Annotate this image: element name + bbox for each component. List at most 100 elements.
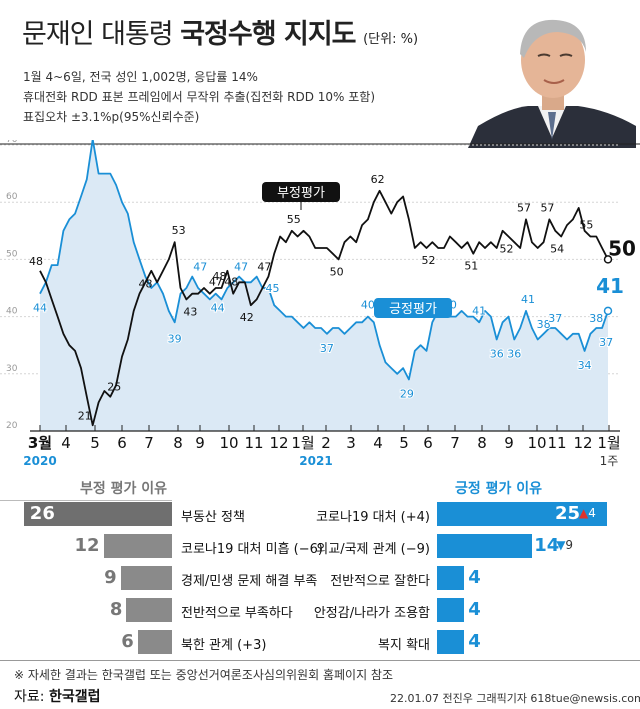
negative-bar-label: 부동산 정책 [181, 510, 245, 525]
unit-label: (단위: %) [363, 32, 419, 47]
positive-value-label: 36 [490, 347, 504, 360]
source-name: 한국갤럽 [48, 689, 101, 705]
change-down-indicator: ▼9 [556, 538, 573, 552]
arrow-up-icon: ▲ [579, 506, 589, 520]
x-tick-label: 10 [527, 434, 546, 452]
positive-bar-value: 25 [555, 503, 581, 524]
negative-value-label: 48 [139, 278, 153, 291]
positive-value-label: 44 [211, 302, 225, 315]
negative-value-label: 55 [287, 213, 301, 226]
x-tick-label: 9 [504, 434, 514, 452]
x-tick-label: 8 [173, 434, 183, 452]
president-portrait [468, 19, 636, 148]
positive-value-label: 47 [193, 261, 207, 274]
negative-line [39, 189, 609, 427]
negative-value-label: 52 [421, 254, 435, 267]
negative-value-label: 47 [209, 276, 223, 289]
negative-value-label: 52 [499, 243, 513, 256]
negative-bar-value: 8 [109, 599, 123, 620]
negative-value-label: 54 [550, 243, 564, 256]
y-tick-label: 70 [6, 140, 18, 145]
positive-value-label: 45 [266, 282, 280, 295]
negative-value-label: 53 [172, 224, 186, 237]
x-tick-label: 6 [423, 434, 433, 452]
negative-value-label: 48 [213, 270, 227, 283]
positive-line [39, 140, 609, 381]
negative-series-name: 부정평가 [277, 186, 325, 201]
negative-value-label: 48 [29, 255, 43, 268]
x-tick-label: 5 [399, 434, 409, 452]
y-tick-label: 30 [6, 364, 18, 374]
negative-value-label: 42 [240, 311, 254, 324]
negative-bar-baseline [0, 500, 172, 501]
x-tick-label: 5 [90, 434, 100, 452]
positive-area [40, 140, 608, 431]
y-tick-label: 50 [6, 249, 18, 259]
positive-bar-label: 전반적으로 잘한다 [330, 574, 430, 589]
negative-value-label: 55 [579, 219, 593, 232]
x-tick-label: 4 [61, 434, 71, 452]
negative-bar [103, 534, 172, 558]
x-tick-label: 1월 [597, 434, 620, 452]
positive-bar-value: 14 [534, 535, 560, 556]
change-up-indicator: ▲4 [579, 506, 596, 520]
negative-value-label: 51 [464, 260, 478, 273]
x-tick-label: 3 [346, 434, 356, 452]
survey-info-1: 1월 4~6일, 전국 성인 1,002명, 응답률 14% [23, 70, 258, 84]
positive-series-badge [374, 298, 452, 318]
positive-value-label: 38 [589, 312, 603, 325]
positive-bar [437, 502, 607, 526]
negative-bar-value: 12 [74, 535, 100, 556]
positive-value-label: 38 [537, 318, 551, 331]
survey-info-2: 휴대전화 RDD 표본 프레임에서 무작위 추출(집전화 RDD 10% 포함) [23, 90, 376, 104]
negative-value-label: 62 [371, 173, 385, 186]
positive-value-label: 34 [578, 359, 592, 372]
positive-value-label: 29 [400, 388, 414, 401]
survey-info-3: 표집오차 ±3.1%p(95%신뢰수준) [23, 110, 200, 124]
negative-series-badge [262, 182, 340, 202]
negative-value-label: 47 [257, 261, 271, 274]
x-tick-label: 1월 [291, 434, 314, 452]
x-tick-label: 2 [321, 434, 331, 452]
negative-bar-value: 9 [104, 567, 117, 588]
page-title: 문재인 대통령 국정수행 지지도 (단위: %) [22, 12, 418, 51]
footer-divider [0, 660, 640, 661]
negative-bar [126, 598, 172, 622]
positive-reasons-title: 긍정 평가 이유 [455, 481, 543, 497]
negative-value-label: 50 [608, 236, 636, 260]
negative-bar [120, 566, 172, 590]
x-tick-label: 10 [219, 434, 238, 452]
positive-value-label: 41 [596, 274, 624, 298]
x-tick-label: 4 [373, 434, 383, 452]
credit: 22.01.07 전진우 그래픽기자 618tue@newsis.com [390, 692, 640, 705]
positive-bar-label: 복지 확대 [378, 638, 430, 653]
positive-bar-label: 코로나19 대처 (+4) [316, 510, 430, 525]
year-label: 2020 [23, 454, 56, 468]
positive-bar [437, 630, 465, 654]
x-tick-label: 7 [450, 434, 460, 452]
change-value: 9 [565, 538, 574, 552]
positive-value-label: 47 [234, 261, 248, 274]
x-tick-label: 12 [269, 434, 288, 452]
x-tick-label: 3월 [28, 434, 52, 452]
positive-series-name: 긍정평가 [389, 302, 437, 317]
positive-value-label: 44 [33, 302, 47, 315]
source: 자료: 한국갤럽 [14, 686, 100, 706]
footnote: ※ 자세한 결과는 한국갤럽 또는 중앙선거여론조사심의위원회 홈페이지 참조 [14, 668, 393, 682]
positive-value-label: 37 [320, 342, 334, 355]
negative-end-point [603, 255, 613, 264]
positive-value-label: 39 [168, 332, 182, 345]
negative-value-label: 25 [107, 381, 121, 394]
negative-bar-label: 코로나19 대처 미흡 (−6) [181, 542, 323, 557]
arrow-down-icon: ▼ [556, 538, 566, 552]
positive-bar-label: 안정감/나라가 조용함 [313, 606, 430, 621]
negative-value-label: 50 [330, 265, 344, 278]
negative-value-label: 57 [540, 201, 554, 214]
negative-bar [137, 630, 172, 654]
negative-value-label: 21 [78, 409, 92, 422]
positive-bar [437, 566, 465, 590]
positive-value-label: 36 [507, 347, 521, 360]
y-tick-label: 60 [6, 192, 18, 202]
title-plain: 문재인 대통령 [22, 19, 181, 50]
year-label: 2021 [299, 454, 332, 468]
